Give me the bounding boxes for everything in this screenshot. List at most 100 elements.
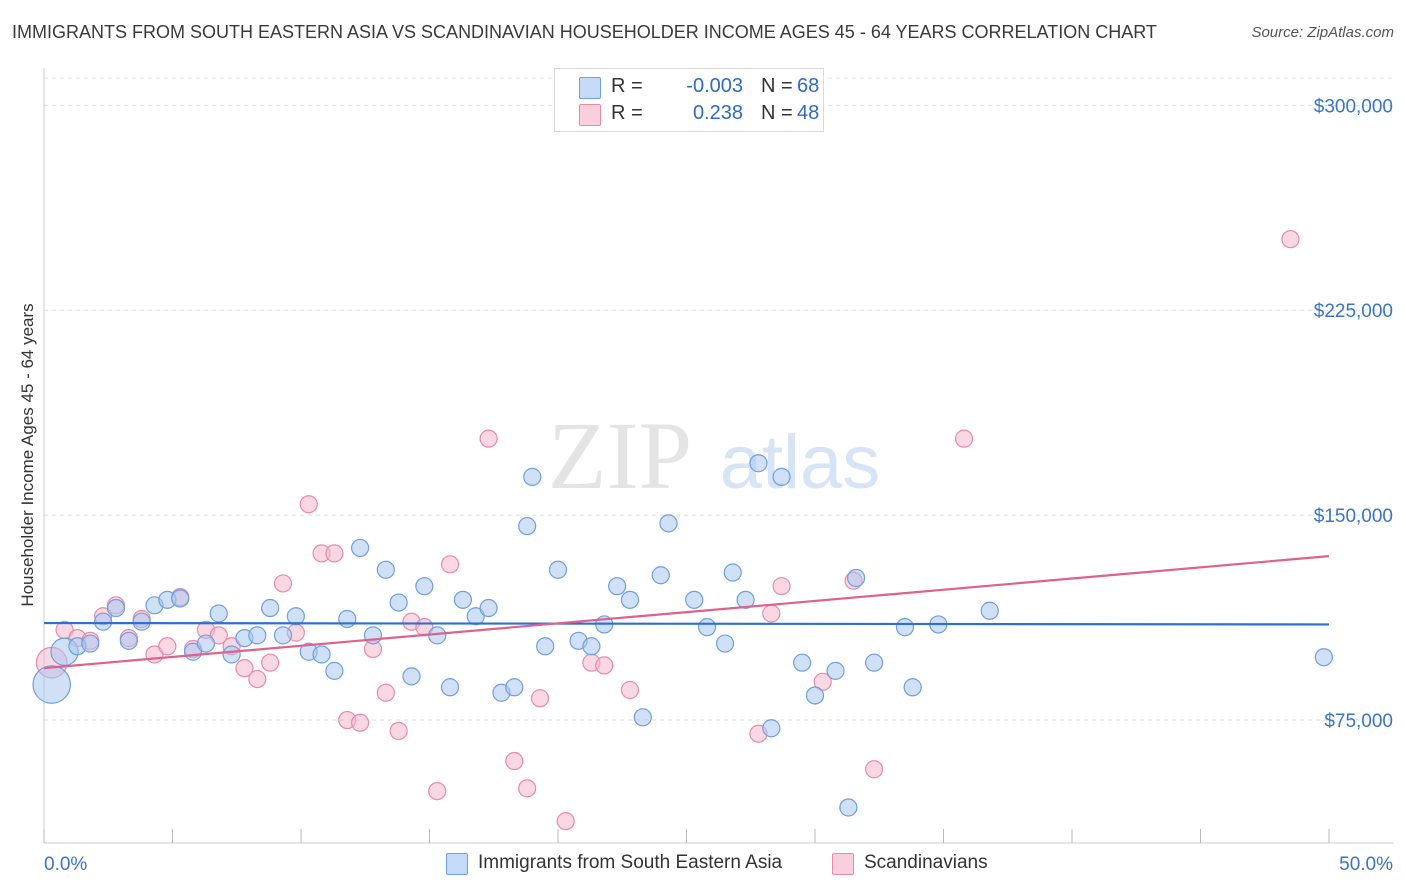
point-scandinavians xyxy=(772,577,791,596)
n-label: N = xyxy=(761,75,793,97)
point-immigrants-sea xyxy=(312,645,331,664)
point-scandinavians xyxy=(556,812,575,831)
axes xyxy=(43,68,1394,844)
point-scandinavians xyxy=(158,637,177,656)
point-scandinavians xyxy=(479,429,498,448)
point-immigrants-sea xyxy=(715,634,735,653)
r-value: -0.003 xyxy=(686,75,743,97)
point-scandinavians xyxy=(389,721,408,741)
point-immigrants-sea xyxy=(325,661,344,680)
point-immigrants-sea xyxy=(466,607,485,626)
point-immigrants-sea xyxy=(209,604,228,623)
point-immigrants-sea xyxy=(351,538,370,558)
point-immigrants-sea xyxy=(980,601,999,620)
y-tick-label: $300,000 xyxy=(1314,96,1393,117)
point-immigrants-sea xyxy=(196,634,216,653)
point-immigrants-sea xyxy=(222,645,241,664)
point-scandinavians xyxy=(440,555,460,574)
point-immigrants-sea xyxy=(81,634,100,653)
point-immigrants-sea xyxy=(839,798,858,817)
source-label: Source: ZipAtlas.com xyxy=(1251,24,1394,41)
point-scandinavians xyxy=(954,429,974,448)
x-tick-label-max: 50.0% xyxy=(1339,854,1393,875)
correlation-legend: R = -0.003 N = 68 R = 0.238 N = 48 xyxy=(554,68,824,132)
trend-line-scandinavians xyxy=(43,555,1330,670)
point-scandinavians xyxy=(325,544,344,563)
point-immigrants-sea xyxy=(762,719,781,738)
point-immigrants-sea xyxy=(273,626,293,645)
point-scandinavians xyxy=(235,659,254,678)
point-immigrants-sea xyxy=(518,516,537,536)
legend-swatch-blue xyxy=(579,77,601,99)
legend-label-scandinavians: Scandinavians xyxy=(864,852,988,873)
point-scandinavians xyxy=(248,669,267,689)
point-immigrants-sea xyxy=(440,678,460,697)
x-tick-label-min: 0.0% xyxy=(44,854,87,875)
point-immigrants-sea xyxy=(453,590,473,609)
tick-labels: $75,000 $150,000 $225,000 $300,000 0.0% 50.0% xyxy=(44,96,1393,875)
point-immigrants-sea xyxy=(582,637,601,656)
point-scandinavians xyxy=(530,689,550,708)
point-scandinavians xyxy=(505,751,524,771)
point-immigrants-sea xyxy=(548,560,568,579)
point-scandinavians xyxy=(376,683,395,702)
point-immigrants-sea xyxy=(376,560,395,579)
watermark: ZIP atlas xyxy=(548,402,880,509)
n-value: 68 xyxy=(797,75,820,97)
trend-line-immigrants-sea xyxy=(43,621,1330,626)
point-immigrants-sea xyxy=(847,568,866,588)
legend-swatch-pink xyxy=(832,853,854,875)
point-immigrants-sea xyxy=(132,612,151,631)
point-scandinavians xyxy=(595,656,614,675)
r-value: 0.238 xyxy=(692,102,743,124)
point-immigrants-sea xyxy=(793,653,812,672)
point-immigrants-sea xyxy=(685,590,704,609)
point-immigrants-sea xyxy=(536,637,555,656)
point-immigrants-sea xyxy=(389,593,408,612)
point-immigrants-sea xyxy=(338,609,357,629)
n-label: N = xyxy=(761,102,793,124)
watermark-atlas: atlas xyxy=(720,420,881,505)
point-scandinavians xyxy=(261,653,280,672)
r-label: R = xyxy=(611,102,643,124)
point-immigrants-sea xyxy=(659,514,678,533)
point-immigrants-sea xyxy=(94,612,113,631)
series-immigrants-sea xyxy=(32,454,1333,817)
n-value: 48 xyxy=(797,102,820,124)
point-immigrants-sea xyxy=(505,678,524,697)
point-immigrants-sea xyxy=(651,566,670,585)
point-scandinavians xyxy=(813,672,832,691)
point-immigrants-sea xyxy=(736,590,755,609)
point-immigrants-sea xyxy=(895,618,915,637)
point-immigrants-sea xyxy=(363,626,383,645)
y-tick-label: $150,000 xyxy=(1314,506,1393,527)
y-tick-label: $75,000 xyxy=(1324,711,1393,732)
point-immigrants-sea xyxy=(723,563,742,582)
watermark-zip: ZIP xyxy=(548,402,692,509)
legend-swatch-blue xyxy=(446,853,468,875)
point-immigrants-sea xyxy=(620,590,640,609)
point-immigrants-sea xyxy=(248,626,267,645)
point-immigrants-sea xyxy=(749,454,768,473)
point-immigrants-sea xyxy=(1314,648,1333,667)
point-scandinavians xyxy=(620,680,640,700)
point-scandinavians xyxy=(1281,230,1300,249)
point-immigrants-sea xyxy=(805,686,825,705)
trend-lines xyxy=(43,555,1330,670)
point-scandinavians xyxy=(209,626,228,645)
point-scandinavians xyxy=(762,604,781,623)
r-label: R = xyxy=(611,75,643,97)
point-scandinavians xyxy=(351,713,370,732)
point-scandinavians xyxy=(299,495,318,514)
point-immigrants-sea xyxy=(415,577,434,596)
point-immigrants-sea xyxy=(261,598,280,618)
point-immigrants-sea xyxy=(608,577,627,596)
point-immigrants-sea xyxy=(32,665,72,704)
point-scandinavians xyxy=(428,781,447,801)
point-immigrants-sea xyxy=(402,667,421,686)
point-immigrants-sea xyxy=(633,708,652,727)
point-immigrants-sea xyxy=(106,598,126,618)
point-immigrants-sea xyxy=(523,467,542,486)
y-tick-label: $225,000 xyxy=(1314,301,1393,322)
